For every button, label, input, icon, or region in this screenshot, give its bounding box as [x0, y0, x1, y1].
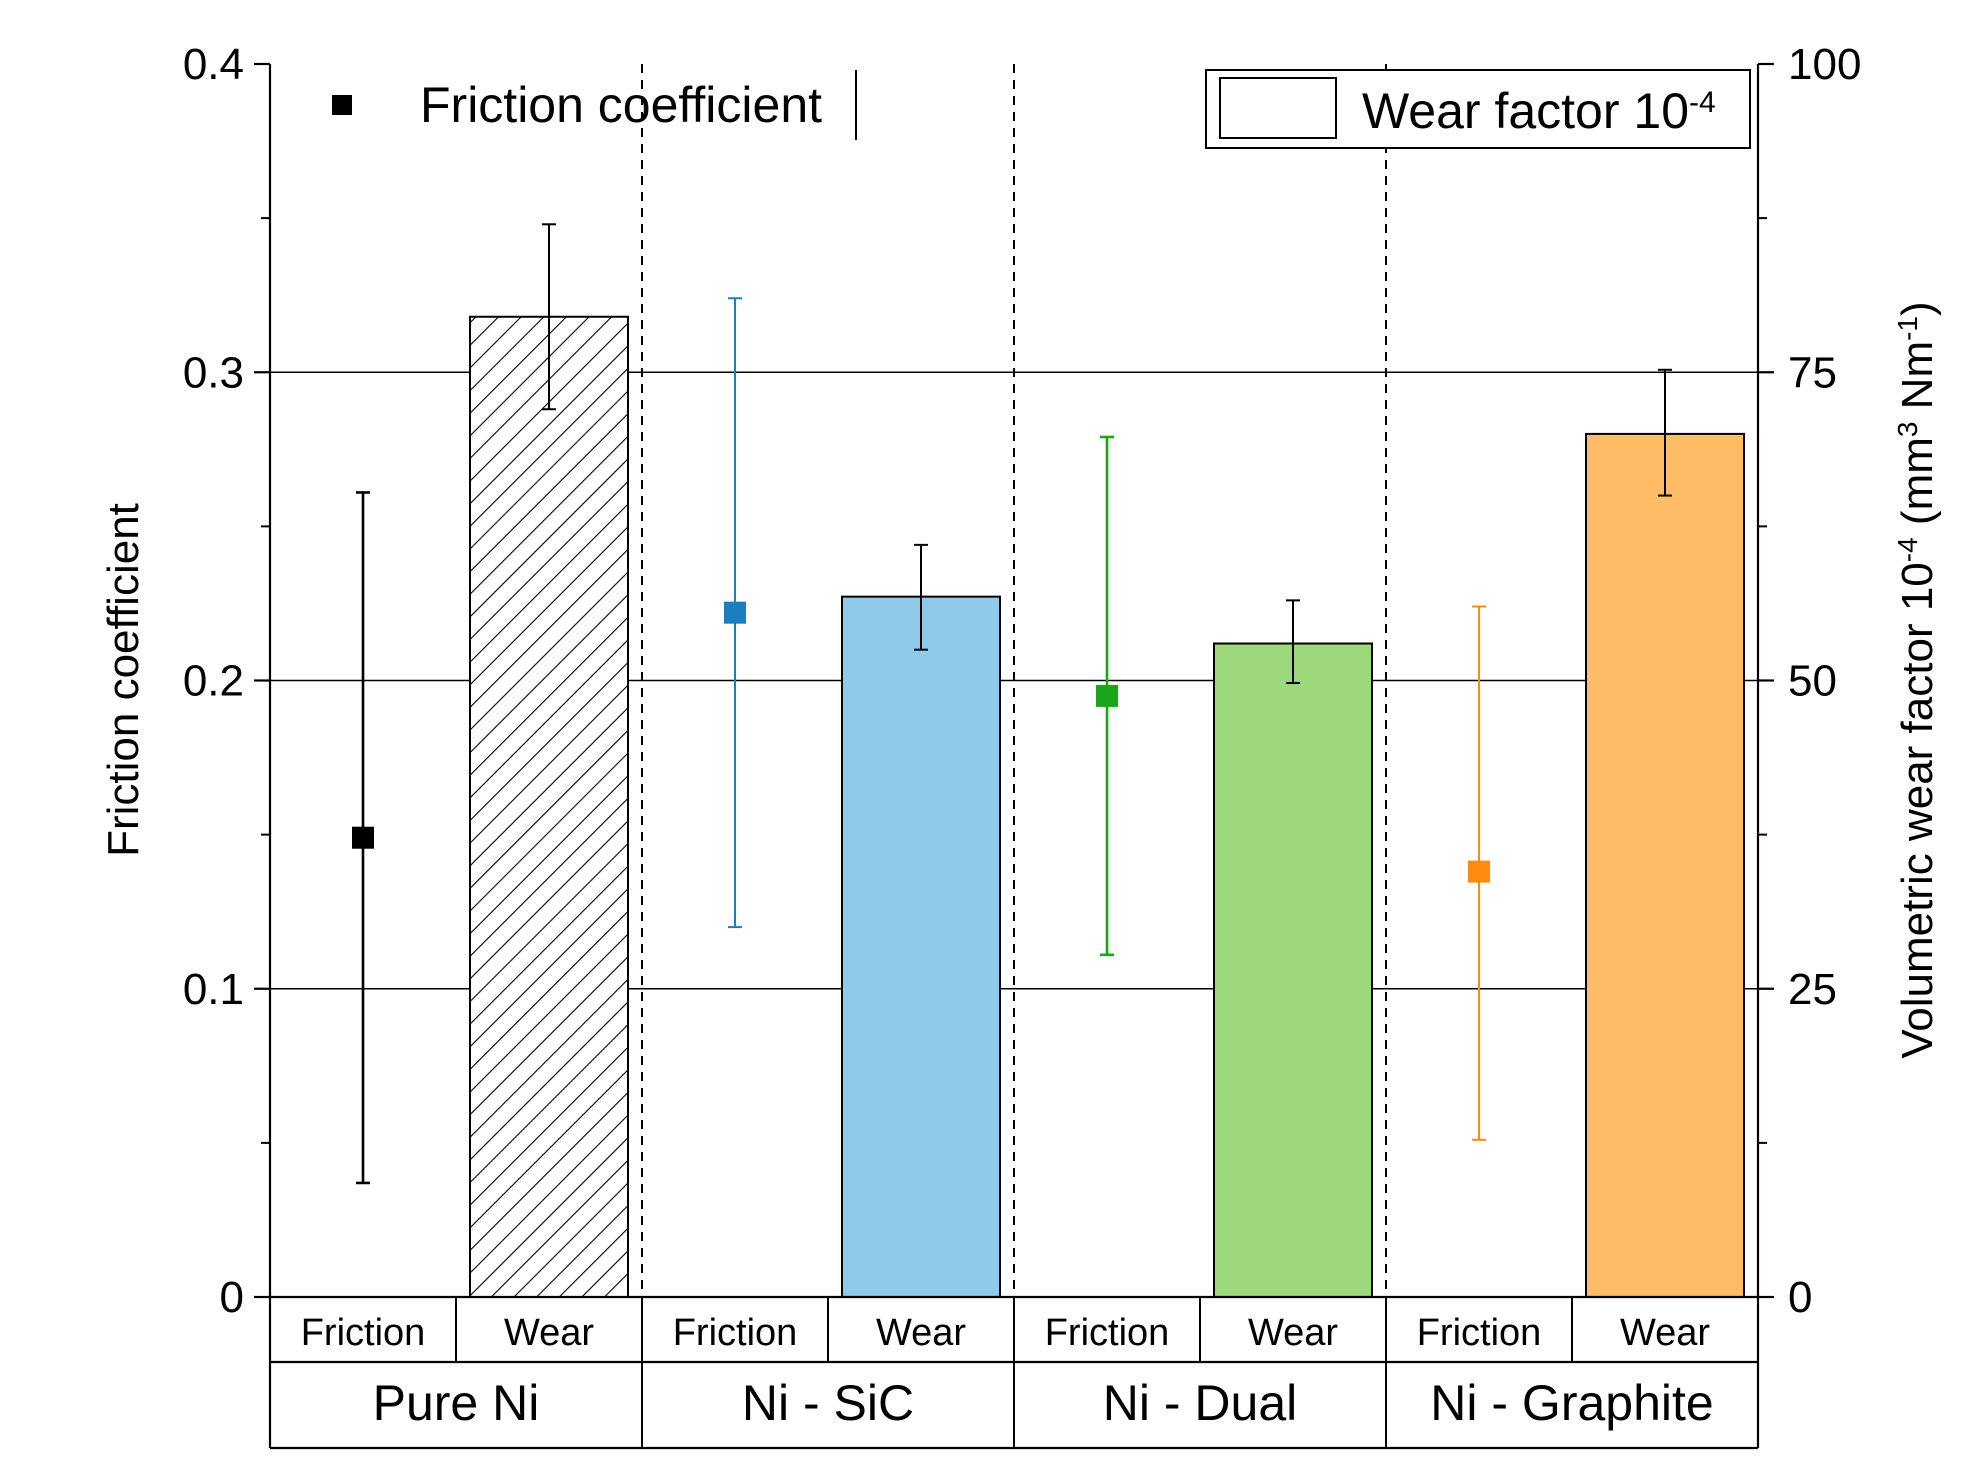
right-tick-label: 100	[1788, 40, 1861, 89]
sub-label-wear: Wear	[876, 1312, 966, 1354]
legend-wear-label-text: Wear factor 10	[1362, 83, 1689, 139]
sub-label-friction: Friction	[1417, 1312, 1542, 1354]
right-axis-title-part-2: (mm	[1893, 437, 1942, 537]
sub-label-friction: Friction	[1045, 1312, 1170, 1354]
left-axis-title: Friction coefficient	[99, 503, 148, 857]
left-tick-label: 0.1	[183, 965, 244, 1014]
right-tick-label: 0	[1788, 1273, 1812, 1322]
legend-friction-label: Friction coefficient	[420, 77, 822, 133]
right-tick-label: 75	[1788, 348, 1837, 397]
sub-label-wear: Wear	[504, 1312, 594, 1354]
friction-marker	[1096, 684, 1118, 707]
sub-label-friction: Friction	[301, 1312, 426, 1354]
category-table: Friction Wear Pure Ni Friction Wear Ni - SiC F…	[270, 1295, 1758, 1450]
wear-bar	[1585, 432, 1745, 1298]
sub-label-friction: Friction	[673, 1312, 798, 1354]
friction-marker	[1468, 860, 1490, 883]
right-axis-title-part-1: Volumetric wear factor 10	[1893, 562, 1942, 1058]
friction-marker	[724, 601, 746, 624]
wear-bar	[1213, 642, 1373, 1298]
legend-wear-label: Wear factor 10-4	[1362, 83, 1716, 139]
sub-label-wear: Wear	[1248, 1312, 1338, 1354]
friction-markers	[352, 601, 1490, 883]
axes	[268, 64, 1760, 1448]
right-axis-title-sup-3: -1	[1892, 316, 1923, 341]
left-tick-label: 0	[220, 1273, 244, 1322]
legend-friction-marker	[332, 95, 352, 115]
group-label: Ni - Graphite	[1430, 1375, 1713, 1431]
legend-wear-label-sup: -4	[1689, 86, 1716, 119]
right-axis-title-sup-1: -4	[1892, 537, 1923, 562]
right-tick-label: 25	[1788, 965, 1837, 1014]
wear-bar	[841, 595, 1001, 1298]
left-tick-label: 0.4	[183, 40, 244, 89]
wear-bar	[469, 315, 629, 1298]
right-axis-title-part-4: )	[1893, 301, 1942, 316]
friction-marker	[352, 826, 374, 849]
right-axis-title: Volumetric wear factor 10-4 (mm3 Nm-1)	[1892, 301, 1943, 1058]
legend-wear-swatch	[1219, 77, 1337, 139]
left-tick-label: 0.3	[183, 348, 244, 397]
axis-ticks: 0 0.1 0.2 0.3 0.4 0 25 50 75 100	[183, 40, 1862, 1322]
left-tick-label: 0.2	[183, 657, 244, 706]
sub-label-wear: Wear	[1620, 1312, 1710, 1354]
group-separators	[641, 64, 1387, 1297]
right-axis-title-sup-2: 3	[1892, 422, 1923, 438]
group-label: Ni - SiC	[742, 1375, 914, 1431]
group-label: Pure Ni	[373, 1375, 540, 1431]
right-tick-label: 50	[1788, 657, 1837, 706]
legend-wear: Wear factor 10-4	[1205, 69, 1751, 149]
right-axis-title-part-3: Nm	[1893, 341, 1942, 422]
group-label: Ni - Dual	[1103, 1375, 1297, 1431]
legend-friction: Friction coefficient	[332, 70, 857, 140]
